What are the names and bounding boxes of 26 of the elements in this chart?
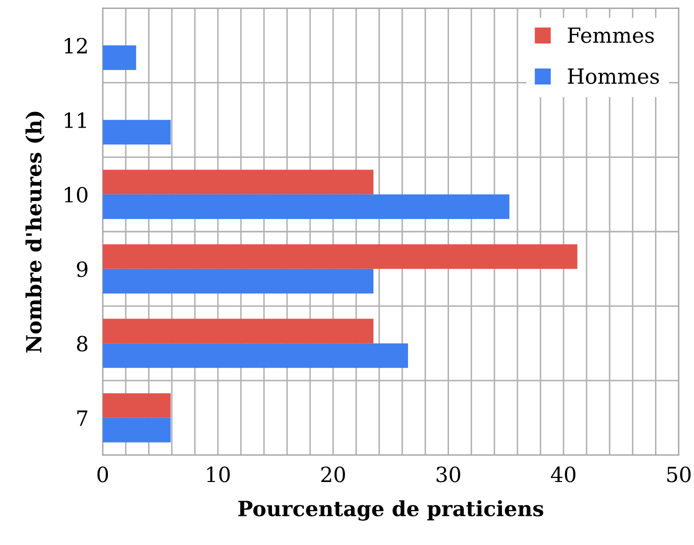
y-tick-label: 9 (76, 261, 88, 278)
y-tick-label: 8 (76, 336, 88, 352)
bar (102, 418, 171, 442)
bar (102, 244, 578, 269)
legend-label: Hommes (568, 68, 659, 84)
y-axis-title: Nombre d'heures (h) (25, 112, 45, 353)
x-axis-title: Pourcentage de praticiens (238, 500, 544, 521)
x-tick-label: 50 (667, 466, 691, 482)
bar (102, 268, 374, 294)
y-tick-label: 12 (64, 38, 87, 54)
legend-label: Femmes (568, 28, 654, 44)
x-tick-label: 10 (207, 466, 230, 482)
bar (102, 343, 408, 368)
x-tick-label: 30 (436, 466, 460, 482)
x-tick-label: 0 (97, 466, 108, 482)
bar (102, 318, 374, 344)
y-tick-label: 11 (64, 112, 86, 128)
y-tick-label: 10 (64, 186, 88, 203)
bar (102, 45, 136, 70)
x-tick-label: 20 (321, 466, 345, 482)
bar (102, 120, 171, 144)
bar (102, 194, 510, 219)
bar (102, 393, 171, 418)
y-tick-label: 7 (77, 410, 88, 426)
bar (102, 170, 374, 194)
x-tick-label: 40 (550, 466, 576, 482)
